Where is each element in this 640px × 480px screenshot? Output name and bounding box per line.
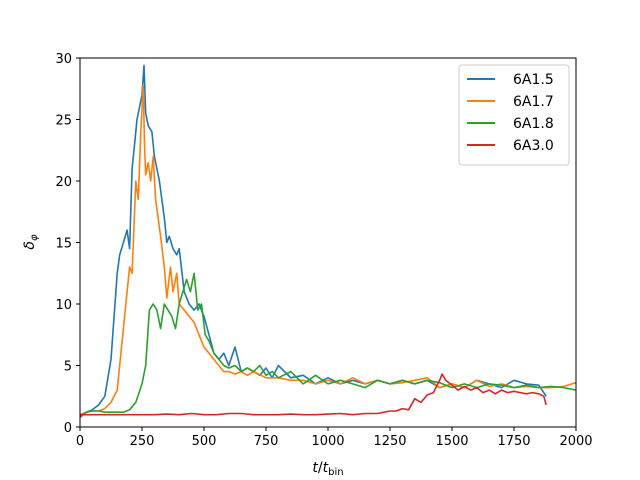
- y-tick-label: 10: [55, 298, 72, 313]
- series-line-3: [80, 373, 547, 416]
- x-axis: 0 250 500 750 1000 1250 1500 1750 2000: [76, 427, 593, 449]
- series-line-2: [80, 272, 576, 418]
- x-tick-label: 250: [130, 434, 155, 449]
- legend-box: [458, 64, 570, 166]
- series-line-1: [80, 84, 576, 416]
- y-tick-label: 20: [55, 175, 72, 190]
- x-tick-label: 1500: [435, 434, 468, 449]
- x-tick-label: 1250: [373, 434, 406, 449]
- x-tick-label: 750: [254, 434, 279, 449]
- y-tick-label: 15: [55, 237, 72, 252]
- x-tick-label: 2000: [559, 434, 592, 449]
- legend-label: 6A3.0: [513, 138, 554, 154]
- x-axis-label: t/tbin: [312, 460, 343, 478]
- legend-label: 6A1.5: [513, 72, 554, 88]
- plot-lines: [80, 64, 576, 418]
- legend-label: 6A1.8: [513, 116, 554, 132]
- y-axis-label: δφ: [22, 234, 40, 250]
- y-tick-label: 5: [64, 360, 72, 375]
- y-tick-label: 30: [55, 52, 72, 67]
- y-tick-label: 25: [55, 114, 72, 129]
- legend-label: 6A1.7: [513, 94, 554, 110]
- legend: 6A1.5 6A1.7 6A1.8 6A3.0: [458, 64, 570, 166]
- y-axis: 0 5 10 15 20 25 30: [55, 52, 80, 436]
- x-tick-label: 1750: [497, 434, 530, 449]
- x-tick-label: 1000: [311, 434, 344, 449]
- x-tick-label: 500: [192, 434, 217, 449]
- x-tick-label: 0: [76, 434, 84, 449]
- y-tick-label: 0: [64, 421, 72, 436]
